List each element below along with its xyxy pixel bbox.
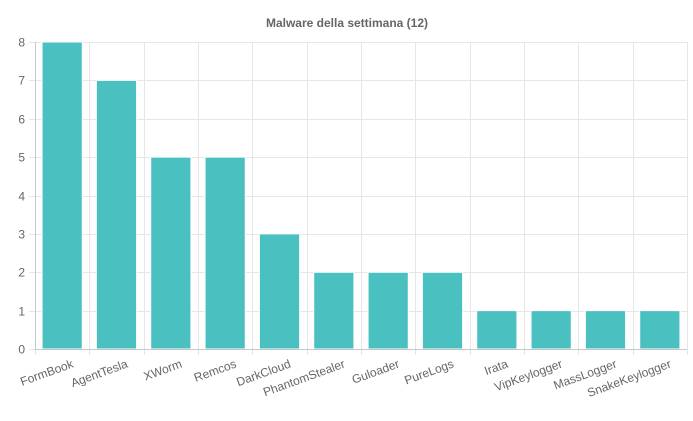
bar-masslogger[interactable] bbox=[584, 310, 627, 350]
x-tick-label: XWorm bbox=[142, 357, 184, 384]
bar-irata[interactable] bbox=[476, 310, 518, 350]
y-tick-label: 1 bbox=[18, 305, 25, 319]
y-tick-label: 7 bbox=[18, 74, 25, 88]
x-tick-label: Irata bbox=[483, 357, 511, 378]
y-tick-label: 5 bbox=[18, 151, 25, 165]
axes bbox=[35, 42, 687, 350]
y-tick-label: 3 bbox=[18, 228, 25, 242]
bars bbox=[41, 41, 681, 350]
bar-purelogs[interactable] bbox=[421, 271, 464, 350]
x-tick-label: Remcos bbox=[192, 357, 238, 385]
x-tick-label: AgentTesla bbox=[69, 357, 130, 391]
bar-guloader[interactable] bbox=[367, 271, 409, 350]
y-tick-label: 2 bbox=[18, 266, 25, 280]
x-tick-label: Guloader bbox=[350, 357, 401, 387]
bar-phantomstealer[interactable] bbox=[313, 271, 355, 350]
y-tick-label: 6 bbox=[18, 113, 25, 127]
grid bbox=[29, 42, 688, 355]
bar-vipkeylogger[interactable] bbox=[530, 310, 572, 350]
bar-darkcloud[interactable] bbox=[258, 233, 301, 350]
bar-formbook[interactable] bbox=[41, 41, 83, 350]
y-tick-label: 8 bbox=[18, 36, 25, 50]
bar-xworm[interactable] bbox=[150, 156, 192, 350]
y-tick-label: 0 bbox=[18, 343, 25, 357]
y-tick-labels: 0 1 2 3 4 5 6 7 8 bbox=[18, 36, 25, 357]
bar-snakekeylogger[interactable] bbox=[639, 310, 681, 350]
bar-remcos[interactable] bbox=[204, 156, 246, 350]
chart-title: Malware della settimana (12) bbox=[266, 16, 428, 30]
bar-agenttesla[interactable] bbox=[95, 79, 138, 350]
x-tick-label: PureLogs bbox=[402, 357, 455, 388]
y-tick-label: 4 bbox=[18, 190, 25, 204]
x-tick-label: FormBook bbox=[18, 356, 76, 388]
